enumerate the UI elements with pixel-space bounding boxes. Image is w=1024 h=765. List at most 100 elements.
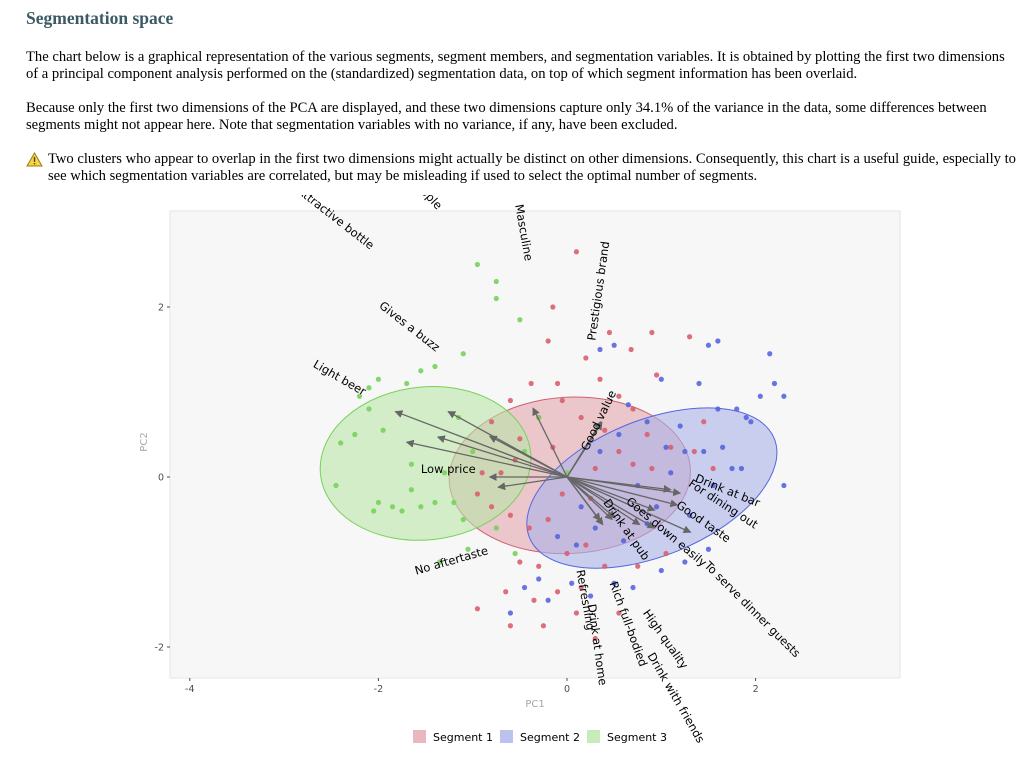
data-point bbox=[554, 380, 561, 387]
legend-swatch bbox=[500, 730, 513, 743]
data-point bbox=[564, 550, 570, 557]
data-point bbox=[715, 338, 721, 344]
variable-arrow bbox=[394, 410, 568, 478]
variable-label: Low price bbox=[421, 462, 476, 476]
data-point bbox=[474, 261, 481, 268]
y-tick-label: -2 bbox=[155, 643, 164, 654]
data-point bbox=[578, 504, 584, 510]
data-point bbox=[630, 461, 636, 467]
data-point bbox=[628, 346, 634, 353]
data-point bbox=[635, 563, 641, 569]
x-tick-label: 0 bbox=[564, 684, 570, 695]
data-point bbox=[375, 499, 381, 506]
data-point bbox=[488, 504, 495, 510]
data-point bbox=[474, 491, 481, 497]
variable-arrow bbox=[405, 439, 568, 478]
data-point bbox=[418, 504, 424, 510]
y-tick-label: 2 bbox=[158, 303, 164, 314]
data-point bbox=[597, 346, 603, 353]
data-point bbox=[719, 444, 726, 450]
variable-arrow bbox=[566, 476, 672, 493]
segmentation-pca-chart: From country with brewing traditionFor y… bbox=[139, 195, 901, 745]
variable-arrow bbox=[447, 410, 568, 478]
data-point bbox=[767, 351, 773, 357]
data-point bbox=[460, 351, 466, 357]
data-point bbox=[644, 419, 650, 425]
y-axis-title: PC2 bbox=[139, 432, 150, 451]
data-point bbox=[701, 448, 707, 455]
intro-paragraph: The chart below is a graphical represent… bbox=[26, 49, 1005, 82]
data-point bbox=[404, 380, 410, 387]
data-point bbox=[352, 431, 358, 438]
data-point bbox=[507, 610, 514, 616]
data-point bbox=[677, 423, 683, 429]
data-point bbox=[356, 393, 363, 399]
data-point bbox=[540, 623, 547, 629]
data-point bbox=[389, 504, 396, 510]
data-point bbox=[432, 499, 438, 506]
data-point bbox=[686, 512, 693, 518]
x-tick-label: -4 bbox=[185, 684, 194, 695]
data-point bbox=[663, 444, 669, 450]
ellipse-segment-3 bbox=[319, 386, 532, 541]
warning-note: Two clusters who appear to overlap in th… bbox=[26, 151, 1021, 185]
data-point bbox=[705, 342, 712, 348]
legend-swatch bbox=[413, 730, 426, 743]
variable-arrow bbox=[566, 421, 603, 478]
data-point bbox=[597, 376, 603, 382]
data-point bbox=[686, 334, 693, 340]
data-point bbox=[630, 584, 636, 591]
data-point bbox=[696, 380, 702, 387]
data-point bbox=[587, 593, 594, 599]
data-point bbox=[517, 317, 523, 323]
legend-swatch bbox=[587, 730, 600, 743]
data-point bbox=[375, 376, 381, 382]
data-point bbox=[521, 584, 528, 591]
data-point bbox=[748, 419, 754, 425]
data-point bbox=[592, 465, 598, 472]
data-point bbox=[578, 414, 584, 421]
variable-arrow bbox=[532, 407, 568, 478]
data-point bbox=[668, 470, 674, 476]
data-point bbox=[554, 533, 561, 540]
data-point bbox=[470, 448, 476, 455]
warning-triangle-icon bbox=[26, 152, 43, 167]
data-point bbox=[781, 393, 787, 399]
data-point bbox=[592, 635, 598, 642]
variable-label: For young people bbox=[367, 195, 445, 212]
data-point bbox=[536, 576, 542, 582]
data-point bbox=[479, 470, 485, 476]
data-point bbox=[545, 597, 551, 603]
data-point bbox=[729, 465, 735, 472]
data-point bbox=[620, 538, 627, 544]
warning-text: Two clusters who appear to overlap in th… bbox=[48, 151, 1016, 184]
data-point bbox=[536, 563, 542, 569]
data-point bbox=[616, 393, 622, 399]
data-point bbox=[705, 546, 712, 552]
data-point bbox=[710, 482, 716, 489]
data-point bbox=[380, 427, 386, 433]
data-point bbox=[531, 597, 537, 603]
data-point bbox=[611, 580, 617, 586]
variable-arrow bbox=[566, 476, 656, 512]
data-point bbox=[559, 491, 565, 497]
data-point bbox=[517, 559, 523, 565]
data-point bbox=[691, 448, 697, 455]
data-point bbox=[781, 482, 787, 489]
data-point bbox=[644, 431, 650, 438]
data-point bbox=[432, 363, 438, 370]
data-point bbox=[507, 512, 514, 518]
data-point bbox=[526, 525, 532, 531]
data-point bbox=[545, 338, 551, 344]
data-point bbox=[498, 470, 504, 476]
data-point bbox=[441, 470, 448, 476]
data-point bbox=[616, 448, 622, 455]
data-point bbox=[503, 589, 509, 595]
data-point bbox=[366, 406, 372, 412]
variable-arrows bbox=[394, 407, 692, 534]
data-point bbox=[606, 329, 613, 336]
data-point bbox=[771, 380, 778, 387]
x-axis-title: PC1 bbox=[525, 699, 544, 710]
data-point bbox=[517, 436, 523, 442]
data-point bbox=[399, 508, 405, 514]
